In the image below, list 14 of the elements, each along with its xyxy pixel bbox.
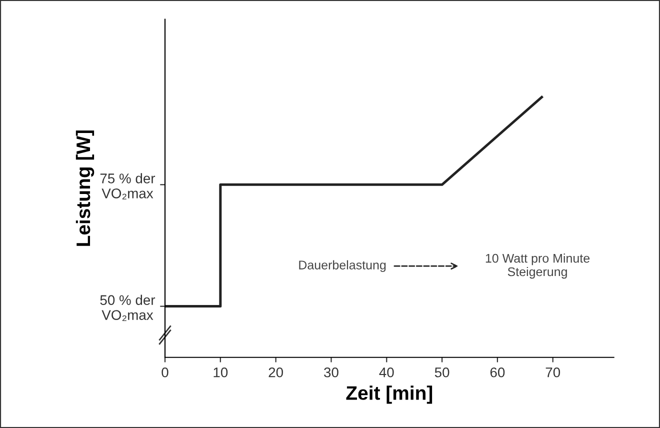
annotation: Dauerbelastung — [299, 260, 386, 272]
x-tick-label: 70 — [546, 367, 560, 378]
y-tick-label: 75 % der VO₂max — [100, 173, 156, 200]
x-axis-title: Zeit [min] — [346, 386, 432, 404]
y-axis-title: Leistung [W] — [76, 130, 94, 246]
y-tick-label: 50 % der VO₂max — [100, 294, 156, 322]
annotation: 10 Watt pro Minute Steigerung — [486, 254, 590, 279]
x-tick-label: 0 — [162, 367, 168, 378]
x-tick-label: 30 — [324, 367, 338, 378]
x-tick-label: 10 — [214, 367, 228, 378]
x-tick-label: 40 — [379, 367, 394, 378]
x-tick-label: 50 — [434, 367, 450, 378]
x-tick-label: 60 — [490, 367, 505, 378]
x-tick-label: 20 — [268, 367, 283, 378]
